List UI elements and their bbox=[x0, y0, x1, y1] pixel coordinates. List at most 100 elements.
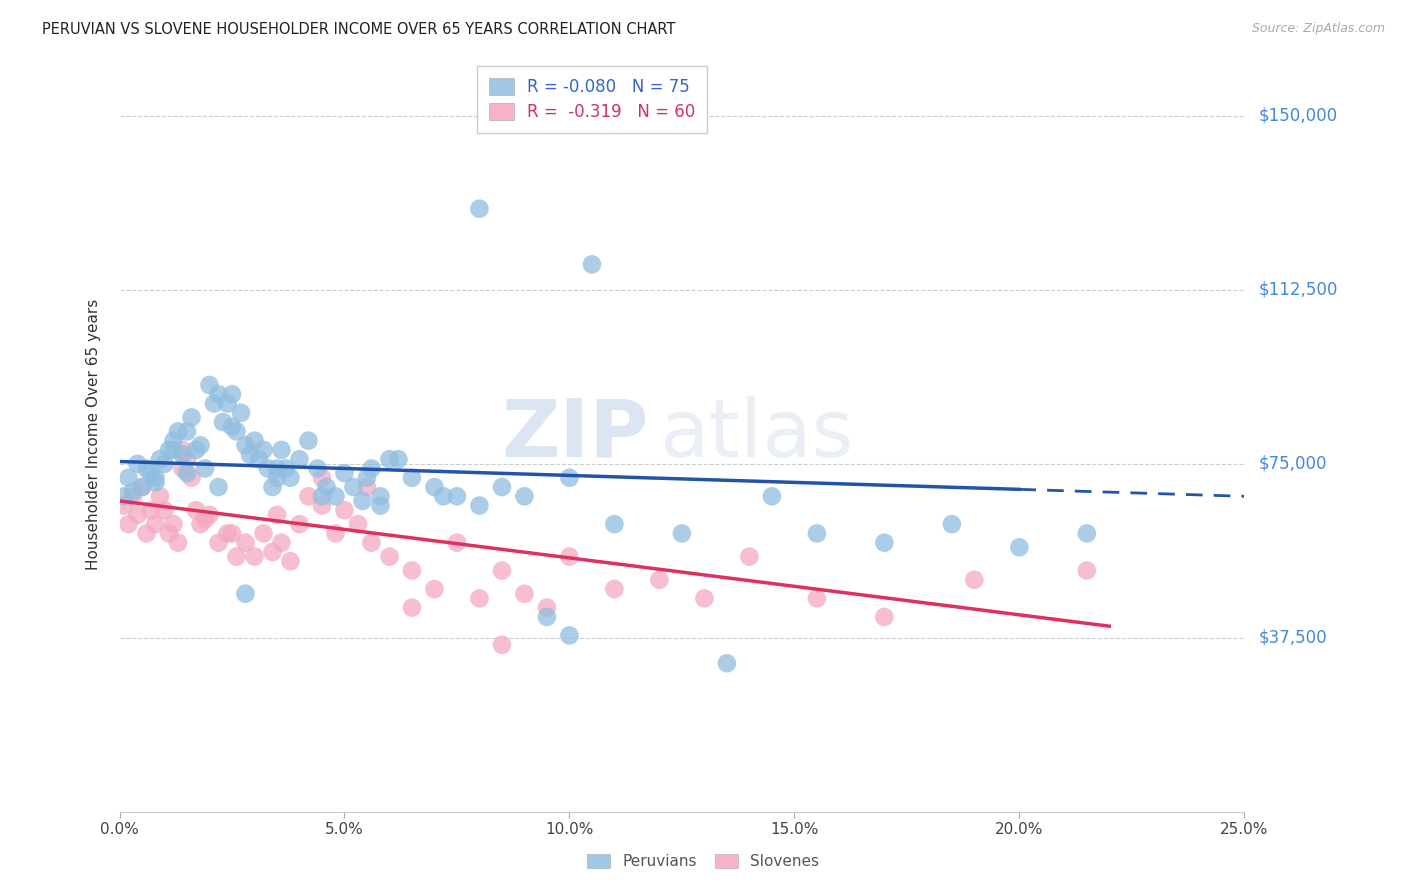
Point bbox=[288, 517, 311, 532]
Point bbox=[243, 549, 266, 564]
Point bbox=[229, 406, 252, 420]
Point bbox=[221, 419, 243, 434]
Point bbox=[176, 452, 198, 467]
Point bbox=[117, 517, 139, 532]
Point bbox=[378, 452, 401, 467]
Point bbox=[266, 461, 288, 475]
Text: Source: ZipAtlas.com: Source: ZipAtlas.com bbox=[1251, 22, 1385, 36]
Point bbox=[139, 466, 162, 480]
Point bbox=[235, 587, 257, 601]
Point bbox=[581, 257, 603, 271]
Point bbox=[247, 452, 270, 467]
Point bbox=[252, 526, 274, 541]
Point bbox=[221, 526, 243, 541]
Point bbox=[468, 591, 491, 606]
Point bbox=[176, 425, 198, 439]
Point bbox=[198, 378, 221, 392]
Point bbox=[270, 535, 292, 549]
Point bbox=[198, 508, 221, 522]
Point bbox=[167, 535, 190, 549]
Point bbox=[297, 434, 319, 448]
Point bbox=[378, 549, 401, 564]
Point bbox=[325, 489, 347, 503]
Point bbox=[194, 461, 217, 475]
Point bbox=[172, 442, 194, 457]
Point bbox=[180, 410, 202, 425]
Point bbox=[149, 489, 172, 503]
Point bbox=[190, 517, 212, 532]
Point bbox=[307, 461, 329, 475]
Point bbox=[401, 600, 423, 615]
Point bbox=[342, 480, 364, 494]
Point bbox=[243, 434, 266, 448]
Point bbox=[558, 628, 581, 642]
Point bbox=[491, 638, 513, 652]
Point bbox=[157, 442, 180, 457]
Point bbox=[167, 425, 190, 439]
Point bbox=[145, 475, 167, 490]
Point bbox=[217, 526, 239, 541]
Point bbox=[207, 535, 229, 549]
Point bbox=[315, 480, 337, 494]
Point bbox=[153, 503, 176, 517]
Point bbox=[202, 396, 225, 410]
Point bbox=[184, 503, 207, 517]
Point bbox=[149, 452, 172, 467]
Point bbox=[536, 600, 558, 615]
Point bbox=[356, 480, 378, 494]
Point bbox=[806, 526, 828, 541]
Point bbox=[207, 480, 229, 494]
Point bbox=[941, 517, 963, 532]
Point bbox=[873, 610, 896, 624]
Text: $150,000: $150,000 bbox=[1258, 107, 1337, 125]
Point bbox=[963, 573, 986, 587]
Point bbox=[172, 448, 194, 462]
Point bbox=[468, 202, 491, 216]
Point bbox=[370, 499, 392, 513]
Point bbox=[217, 396, 239, 410]
Point bbox=[131, 480, 153, 494]
Point bbox=[311, 471, 333, 485]
Point bbox=[139, 503, 162, 517]
Legend: R = -0.080   N = 75, R =  -0.319   N = 60: R = -0.080 N = 75, R = -0.319 N = 60 bbox=[477, 66, 707, 133]
Point bbox=[352, 494, 374, 508]
Point bbox=[117, 471, 139, 485]
Point bbox=[311, 499, 333, 513]
Point bbox=[432, 489, 454, 503]
Text: $37,500: $37,500 bbox=[1258, 629, 1327, 647]
Point bbox=[446, 489, 468, 503]
Point bbox=[360, 461, 382, 475]
Point bbox=[153, 457, 176, 471]
Point bbox=[558, 471, 581, 485]
Point bbox=[288, 452, 311, 467]
Point bbox=[603, 517, 626, 532]
Point bbox=[176, 466, 198, 480]
Point bbox=[648, 573, 671, 587]
Point bbox=[401, 471, 423, 485]
Point bbox=[162, 517, 184, 532]
Point bbox=[225, 425, 247, 439]
Point bbox=[122, 489, 145, 503]
Y-axis label: Householder Income Over 65 years: Householder Income Over 65 years bbox=[86, 299, 101, 571]
Point bbox=[221, 387, 243, 401]
Point bbox=[127, 457, 149, 471]
Point bbox=[423, 582, 446, 596]
Point bbox=[184, 442, 207, 457]
Point bbox=[145, 517, 167, 532]
Point bbox=[806, 591, 828, 606]
Point bbox=[235, 535, 257, 549]
Point bbox=[491, 480, 513, 494]
Point bbox=[716, 657, 738, 671]
Point bbox=[513, 587, 536, 601]
Point bbox=[1008, 541, 1031, 555]
Point bbox=[558, 549, 581, 564]
Point bbox=[761, 489, 783, 503]
Point bbox=[1076, 564, 1098, 578]
Point bbox=[194, 512, 217, 526]
Point bbox=[212, 415, 235, 429]
Point bbox=[603, 582, 626, 596]
Point bbox=[401, 564, 423, 578]
Point bbox=[266, 471, 288, 485]
Point bbox=[1076, 526, 1098, 541]
Point bbox=[536, 610, 558, 624]
